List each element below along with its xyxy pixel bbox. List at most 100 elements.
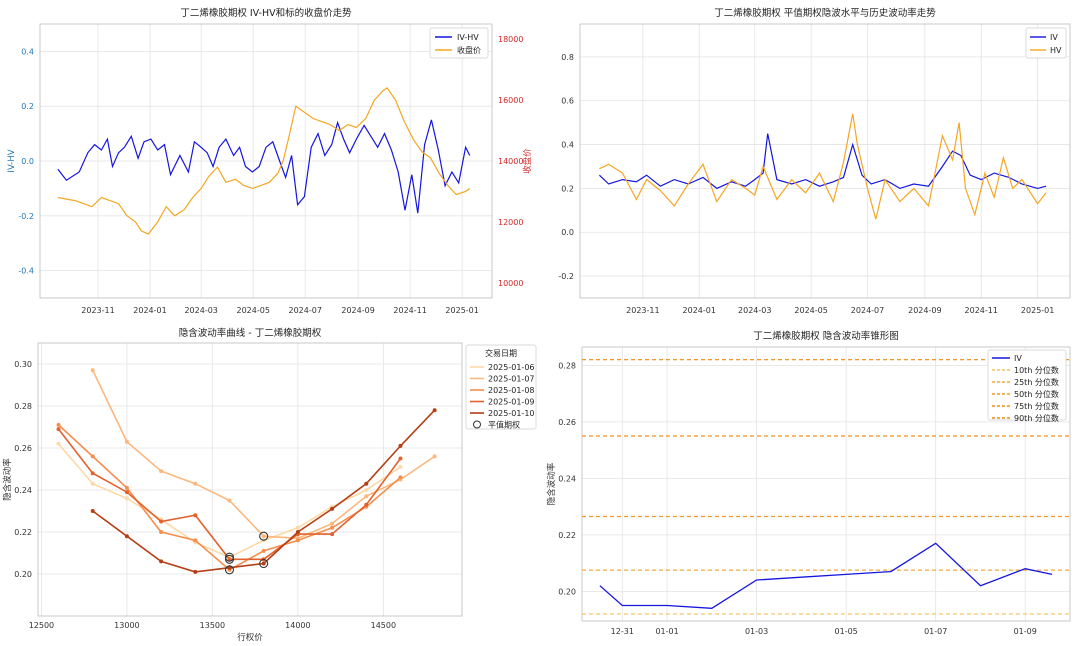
smile-point	[227, 565, 232, 570]
smile-point	[193, 481, 198, 486]
smile-point	[90, 471, 95, 476]
atm-marker	[259, 531, 269, 541]
x-tick-label: 01-03	[745, 627, 768, 636]
x-tick-label: 2024-05	[794, 306, 827, 315]
x-tick-label: 2024-11	[393, 306, 426, 315]
legend-label: 75th 分位数	[1014, 401, 1059, 411]
plot-frame	[581, 346, 1071, 622]
series-line-iv	[598, 133, 1047, 190]
smile-point	[193, 513, 198, 518]
chart-ivhv-close: 2023-11 2024-01 2024-03 2024-05 2024-07 2024-…	[7, 7, 533, 315]
smile-point	[193, 569, 198, 574]
y-tick-label: 0.28	[558, 361, 576, 370]
y-tick-label: 0.20	[14, 570, 32, 579]
smile-point	[90, 454, 95, 459]
chart-title: 丁二烯橡胶期权 隐含波动率锥形图	[753, 330, 899, 342]
smile-point	[193, 538, 198, 543]
smile-point	[398, 456, 403, 461]
legend-label: 2025-01-10	[488, 409, 535, 418]
smile-point	[261, 561, 266, 566]
smile-point	[159, 559, 164, 564]
legend-label: 2025-01-08	[488, 386, 535, 395]
y2-tick-label: 14000	[498, 157, 523, 166]
x-tick-label: 2024-07	[851, 306, 884, 315]
smile-point	[330, 521, 335, 526]
series-line-hv	[599, 113, 1047, 220]
smile-point	[159, 530, 164, 534]
smile-point	[227, 557, 232, 562]
x-tick-label: 2024-01	[683, 306, 716, 315]
y2-tick-label: 18000	[498, 35, 523, 44]
x-tick-label: 12500	[29, 621, 54, 630]
y-tick-label: 0.22	[558, 531, 576, 540]
smile-point	[124, 534, 129, 539]
y-axis-label: 隐含波动率	[546, 462, 557, 505]
legend-title: 交易日期	[485, 348, 517, 358]
y2-tick-label: 16000	[498, 96, 523, 105]
legend-label: IV	[1050, 33, 1058, 42]
x-tick-label: 13500	[200, 621, 225, 630]
smile-point	[295, 530, 300, 534]
smile-point	[90, 509, 95, 513]
legend-label: 平值期权	[488, 420, 520, 430]
smile-point	[364, 502, 369, 507]
y2-tick-label: 10000	[498, 279, 523, 288]
x-tick-label: 2023-11	[81, 306, 114, 315]
legend-label: 90th 分位数	[1014, 413, 1059, 423]
x-tick-label: 13000	[114, 621, 139, 630]
legend-label: HV	[1050, 46, 1062, 55]
y-tick-label: 0.4	[561, 141, 574, 150]
chart-title: 隐含波动率曲线 - 丁二烯橡胶期权	[179, 327, 322, 339]
y2-tick-label: 12000	[498, 218, 523, 227]
smile-point	[124, 496, 129, 501]
y-tick-label: -0.2	[558, 272, 574, 281]
x-tick-label: 2023-11	[626, 306, 659, 315]
y-tick-label: 0.8	[561, 53, 574, 62]
x-tick-label: 14000	[285, 621, 310, 630]
y-axis-label: 隐含波动率	[2, 458, 13, 501]
x-tick-label: 2024-05	[236, 306, 269, 315]
smile-point	[364, 481, 369, 486]
y-tick-label: 0.2	[561, 184, 574, 193]
smile-point	[295, 538, 300, 543]
series-line-iv	[599, 542, 1053, 609]
x-tick-label: 2024-03	[738, 306, 771, 315]
x-tick-label: 14500	[371, 621, 396, 630]
smile-point	[295, 525, 300, 530]
x-tick-label: 2024-11	[965, 306, 998, 315]
smile-point	[432, 408, 437, 413]
y-tick-label: 0.30	[14, 360, 32, 369]
x-tick-label: 01-07	[924, 627, 947, 636]
smile-point	[398, 475, 403, 480]
x-tick-label: 01-09	[1014, 627, 1037, 636]
x-tick-label: 01-05	[835, 627, 858, 636]
y-tick-label: 0.6	[561, 97, 574, 106]
y-tick-label: 0.20	[558, 587, 576, 596]
x-tick-label: 12-31	[611, 627, 634, 636]
smile-point	[330, 525, 335, 530]
legend	[987, 349, 1067, 421]
chart-title: 丁二烯橡胶期权 IV-HV和标的收盘价走势	[180, 7, 352, 19]
smile-point	[330, 532, 335, 537]
smile-point	[330, 506, 335, 511]
plot-frame	[37, 342, 463, 617]
smile-line-2025-01-09	[57, 428, 402, 561]
y-tick-label: 0.0	[21, 157, 34, 166]
legend-label: IV	[1014, 354, 1022, 363]
chart-atm-iv-hv: 2023-11 2024-01 2024-03 2024-05 2024-07 2024-…	[558, 7, 1071, 315]
x-tick-label: 2024-03	[184, 306, 217, 315]
legend-label: 50th 分位数	[1014, 389, 1059, 399]
smile-point	[90, 481, 95, 486]
smile-point	[159, 519, 164, 524]
y-tick-label: -0.2	[18, 212, 34, 221]
smile-point	[124, 490, 129, 495]
legend-label: 2025-01-07	[488, 375, 535, 384]
x-tick-label: 2025-01	[1021, 306, 1054, 315]
atm-marker	[259, 558, 269, 569]
legend-label: 10th 分位数	[1014, 365, 1059, 375]
x-tick-label: 2024-01	[133, 306, 166, 315]
smile-point	[227, 498, 232, 503]
y-tick-label: 0.26	[558, 418, 576, 427]
smile-point	[398, 464, 403, 469]
